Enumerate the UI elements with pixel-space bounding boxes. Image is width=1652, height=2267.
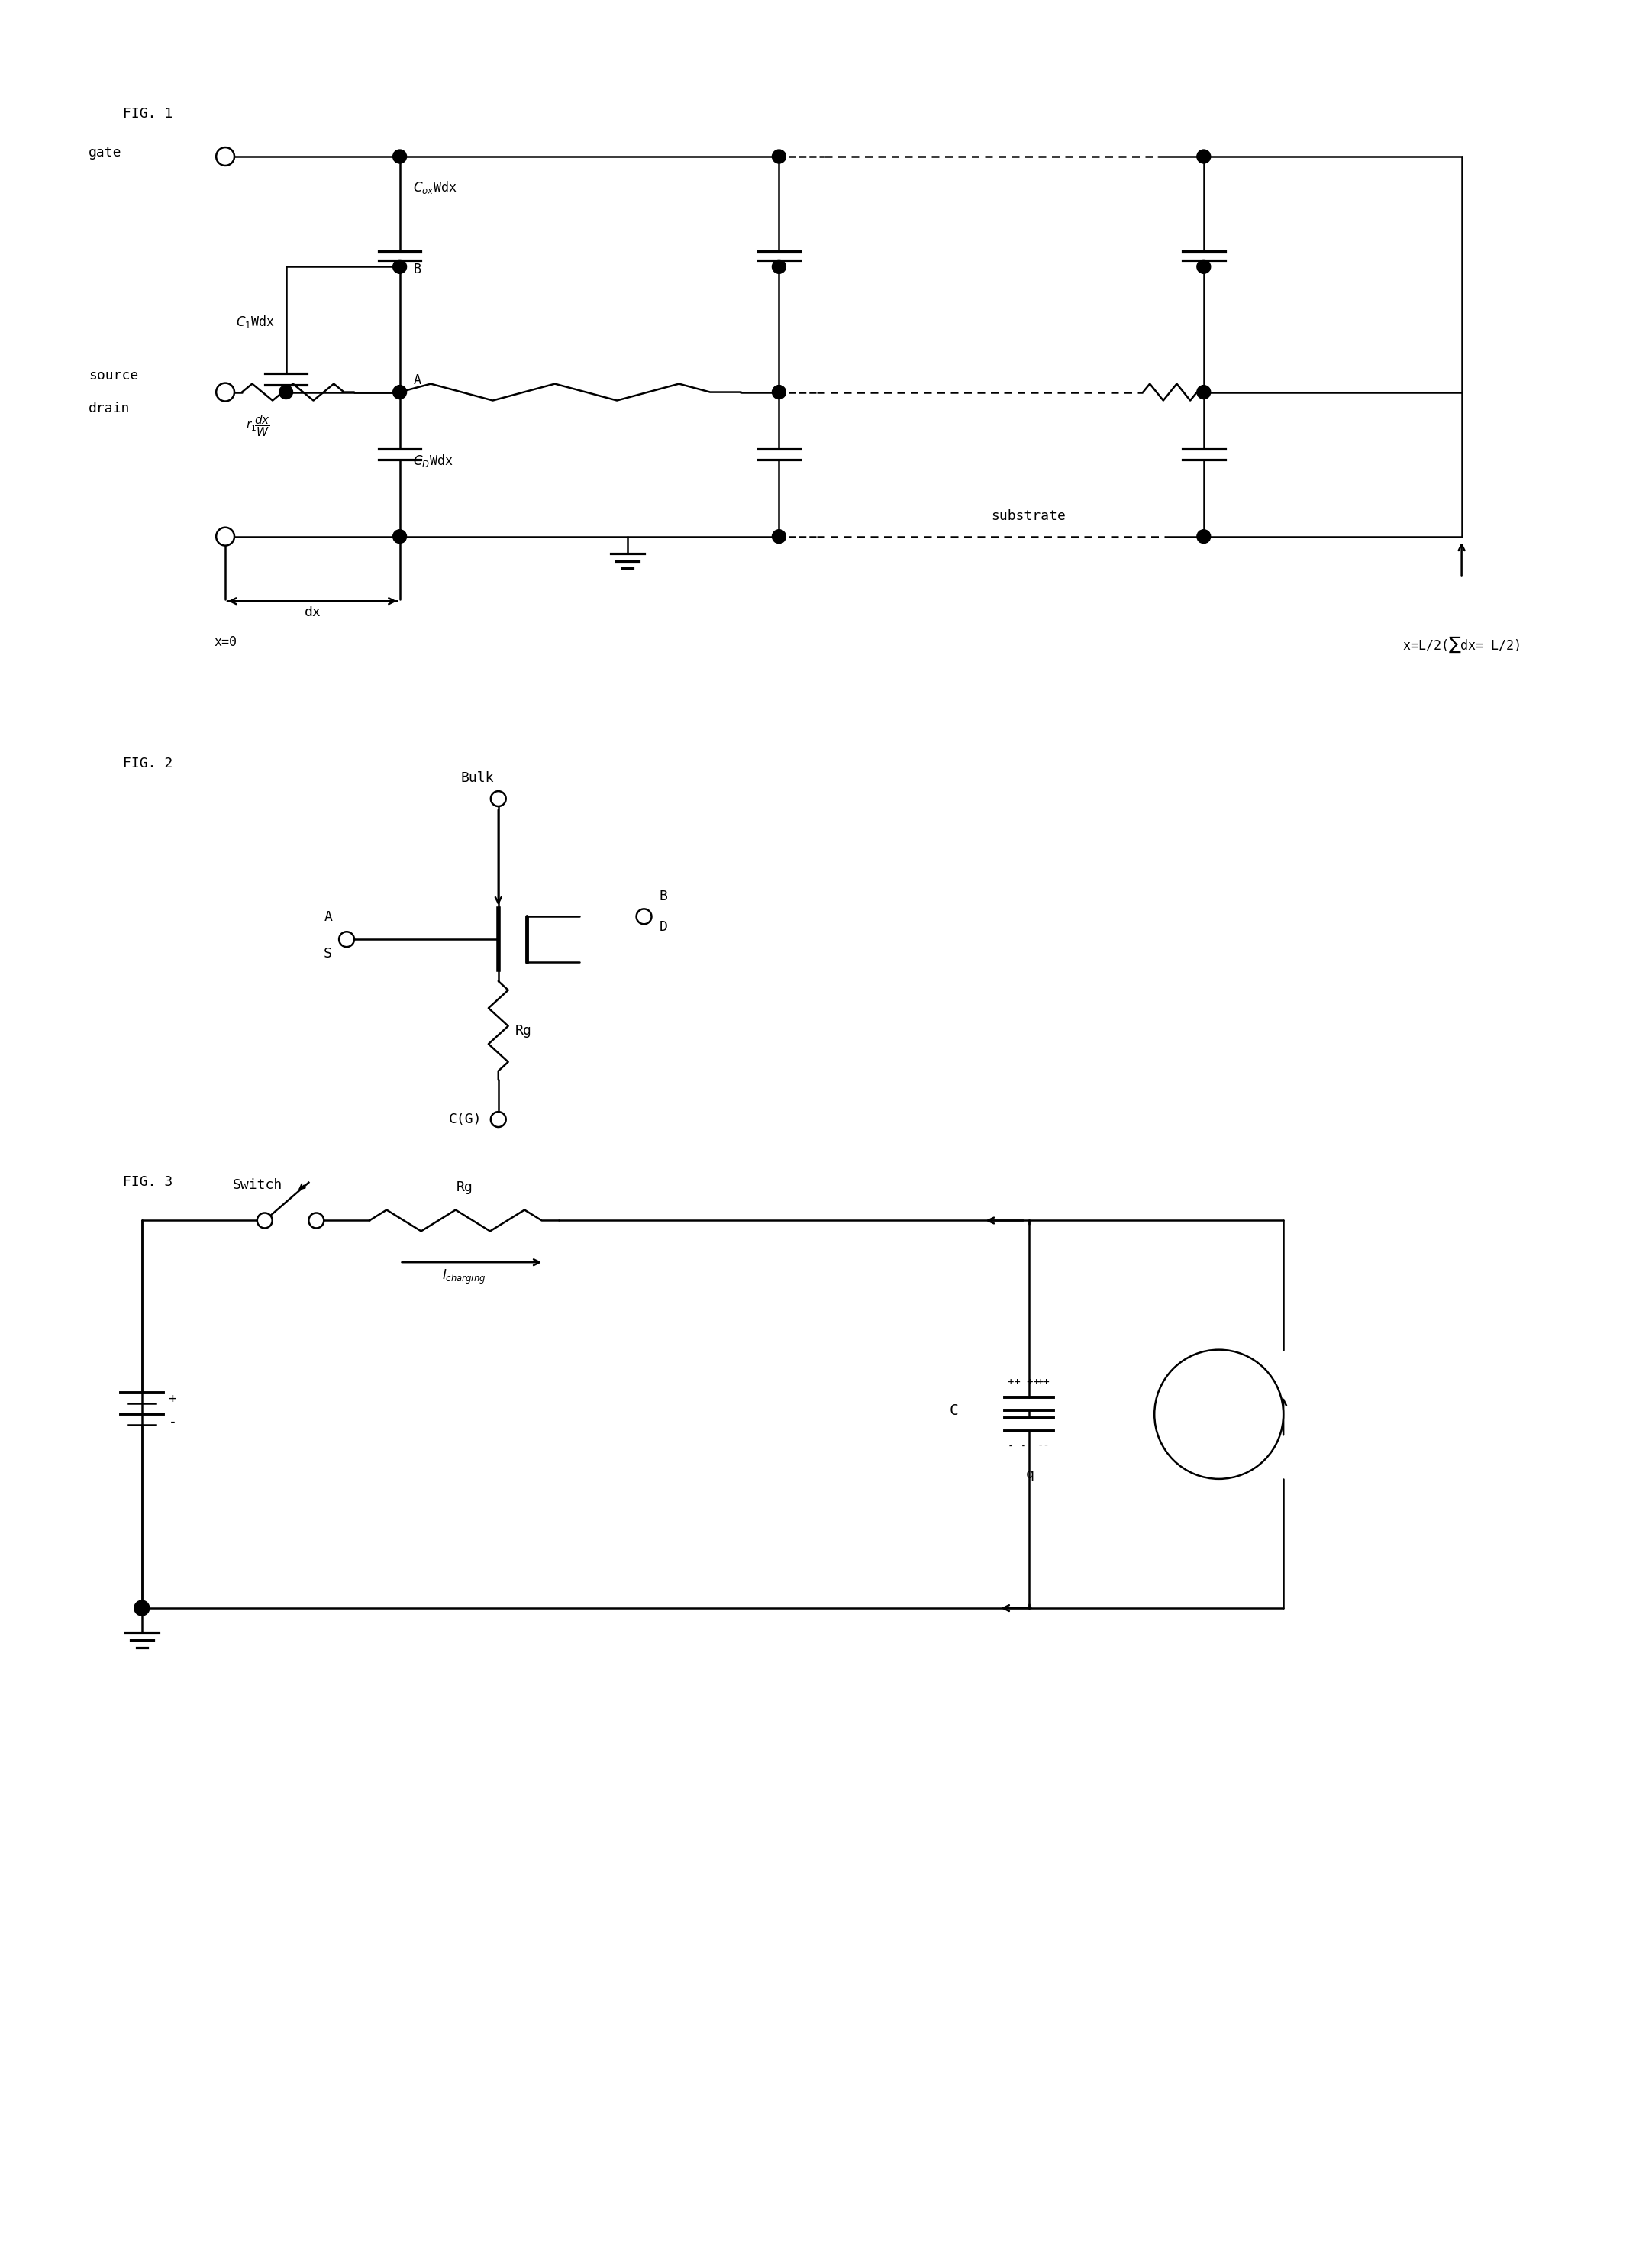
Text: ++: ++	[1037, 1376, 1049, 1387]
Text: Vc: Vc	[1211, 1408, 1227, 1421]
Circle shape	[1155, 1349, 1284, 1478]
Circle shape	[393, 530, 406, 544]
Text: dx: dx	[304, 605, 320, 619]
Text: $r_1\!\dfrac{dx}{W}$: $r_1\!\dfrac{dx}{W}$	[246, 413, 269, 438]
Circle shape	[1198, 385, 1211, 399]
Text: S: S	[324, 948, 332, 961]
Text: q: q	[1026, 1467, 1034, 1480]
Circle shape	[216, 147, 235, 165]
Text: substrate: substrate	[991, 510, 1066, 524]
Text: C(G): C(G)	[449, 1113, 482, 1127]
Circle shape	[279, 385, 292, 399]
Circle shape	[636, 909, 651, 925]
Text: ++ ++: ++ ++	[1008, 1376, 1041, 1387]
Text: gate: gate	[89, 145, 122, 159]
Text: Rg: Rg	[456, 1181, 472, 1195]
Circle shape	[491, 1111, 506, 1127]
Circle shape	[771, 261, 786, 274]
Text: x=L/2($\sum$dx= L/2): x=L/2($\sum$dx= L/2)	[1403, 635, 1520, 655]
Circle shape	[1198, 150, 1211, 163]
Circle shape	[393, 385, 406, 399]
Circle shape	[393, 261, 406, 274]
Text: $C_1$Wdx: $C_1$Wdx	[236, 313, 274, 331]
Text: source: source	[89, 370, 139, 383]
Text: x=0: x=0	[213, 635, 236, 648]
Text: Switch: Switch	[233, 1179, 282, 1192]
Circle shape	[393, 150, 406, 163]
Text: $C_D$Wdx: $C_D$Wdx	[413, 453, 453, 469]
Circle shape	[339, 932, 354, 948]
Text: Bulk: Bulk	[461, 771, 494, 784]
Text: $I_{charging}$: $I_{charging}$	[443, 1270, 486, 1285]
Text: - -: - -	[1008, 1442, 1028, 1451]
Circle shape	[771, 150, 786, 163]
Text: A: A	[413, 374, 421, 388]
Text: +: +	[169, 1392, 177, 1406]
Text: FIG. 1: FIG. 1	[122, 107, 173, 120]
Text: D: D	[659, 920, 667, 934]
Circle shape	[309, 1213, 324, 1229]
Text: Rg: Rg	[515, 1025, 532, 1038]
Text: -: -	[169, 1415, 177, 1428]
Text: C: C	[950, 1403, 958, 1417]
Text: B: B	[413, 263, 421, 277]
Text: $C_{ox}$Wdx: $C_{ox}$Wdx	[413, 179, 458, 195]
Circle shape	[1198, 261, 1211, 274]
Circle shape	[216, 383, 235, 401]
Circle shape	[216, 528, 235, 546]
Circle shape	[134, 1601, 149, 1616]
Text: A: A	[324, 911, 332, 925]
Text: drain: drain	[89, 401, 131, 415]
Text: FIG. 3: FIG. 3	[122, 1174, 173, 1188]
Circle shape	[771, 385, 786, 399]
Circle shape	[1198, 530, 1211, 544]
Text: --: --	[1037, 1442, 1049, 1451]
Text: B: B	[659, 891, 667, 905]
Circle shape	[258, 1213, 273, 1229]
Circle shape	[491, 791, 506, 807]
Text: FIG. 2: FIG. 2	[122, 757, 173, 771]
Circle shape	[771, 530, 786, 544]
